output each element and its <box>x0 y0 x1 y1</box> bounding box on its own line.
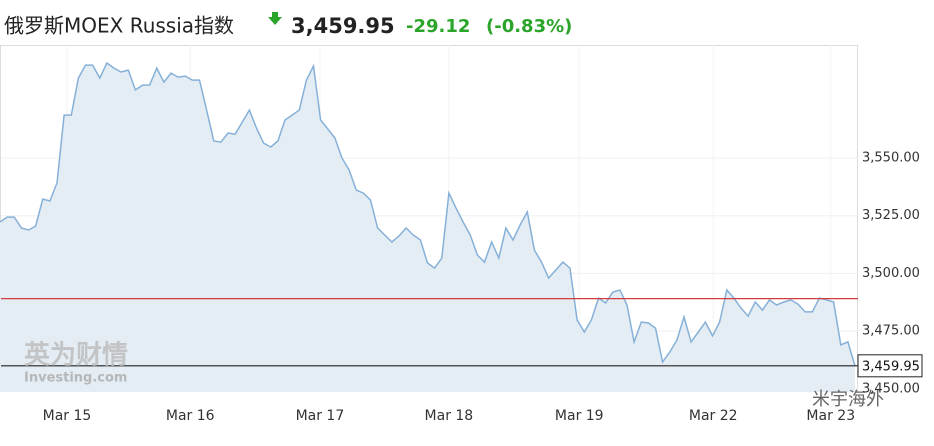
y-tick-label: 3,550.00 <box>862 151 920 166</box>
x-tick-label: Mar 15 <box>43 408 92 424</box>
x-tick-label: Mar 19 <box>555 408 604 424</box>
y-tick-label: 3,500.00 <box>862 266 920 281</box>
watermark: 英为财情 <box>24 341 128 371</box>
last-price-label: 3,459.95 <box>862 359 920 374</box>
x-tick-label: Mar 23 <box>806 408 855 424</box>
price-line <box>0 61 856 367</box>
y-tick-label: 3,525.00 <box>862 208 920 223</box>
x-tick-label: Mar 18 <box>425 408 474 424</box>
title: 俄罗斯MOEX Russia指数 <box>4 14 234 38</box>
watermark: Investing.com <box>24 371 127 386</box>
area-fill <box>0 63 855 392</box>
price: 3,459.95 <box>291 14 395 38</box>
y-tick-label: 3,450.00 <box>862 381 920 396</box>
down-arrow <box>268 12 282 25</box>
watermark: 米宇海外 <box>812 389 884 410</box>
x-tick-label: Mar 22 <box>689 408 738 424</box>
x-tick-label: Mar 16 <box>166 408 215 424</box>
last-price-box <box>857 354 923 378</box>
change-pct: (-0.83%) <box>486 16 572 37</box>
x-tick-label: Mar 17 <box>296 408 345 424</box>
y-tick-label: 3,475.00 <box>862 324 920 339</box>
change: -29.12 <box>406 16 470 37</box>
